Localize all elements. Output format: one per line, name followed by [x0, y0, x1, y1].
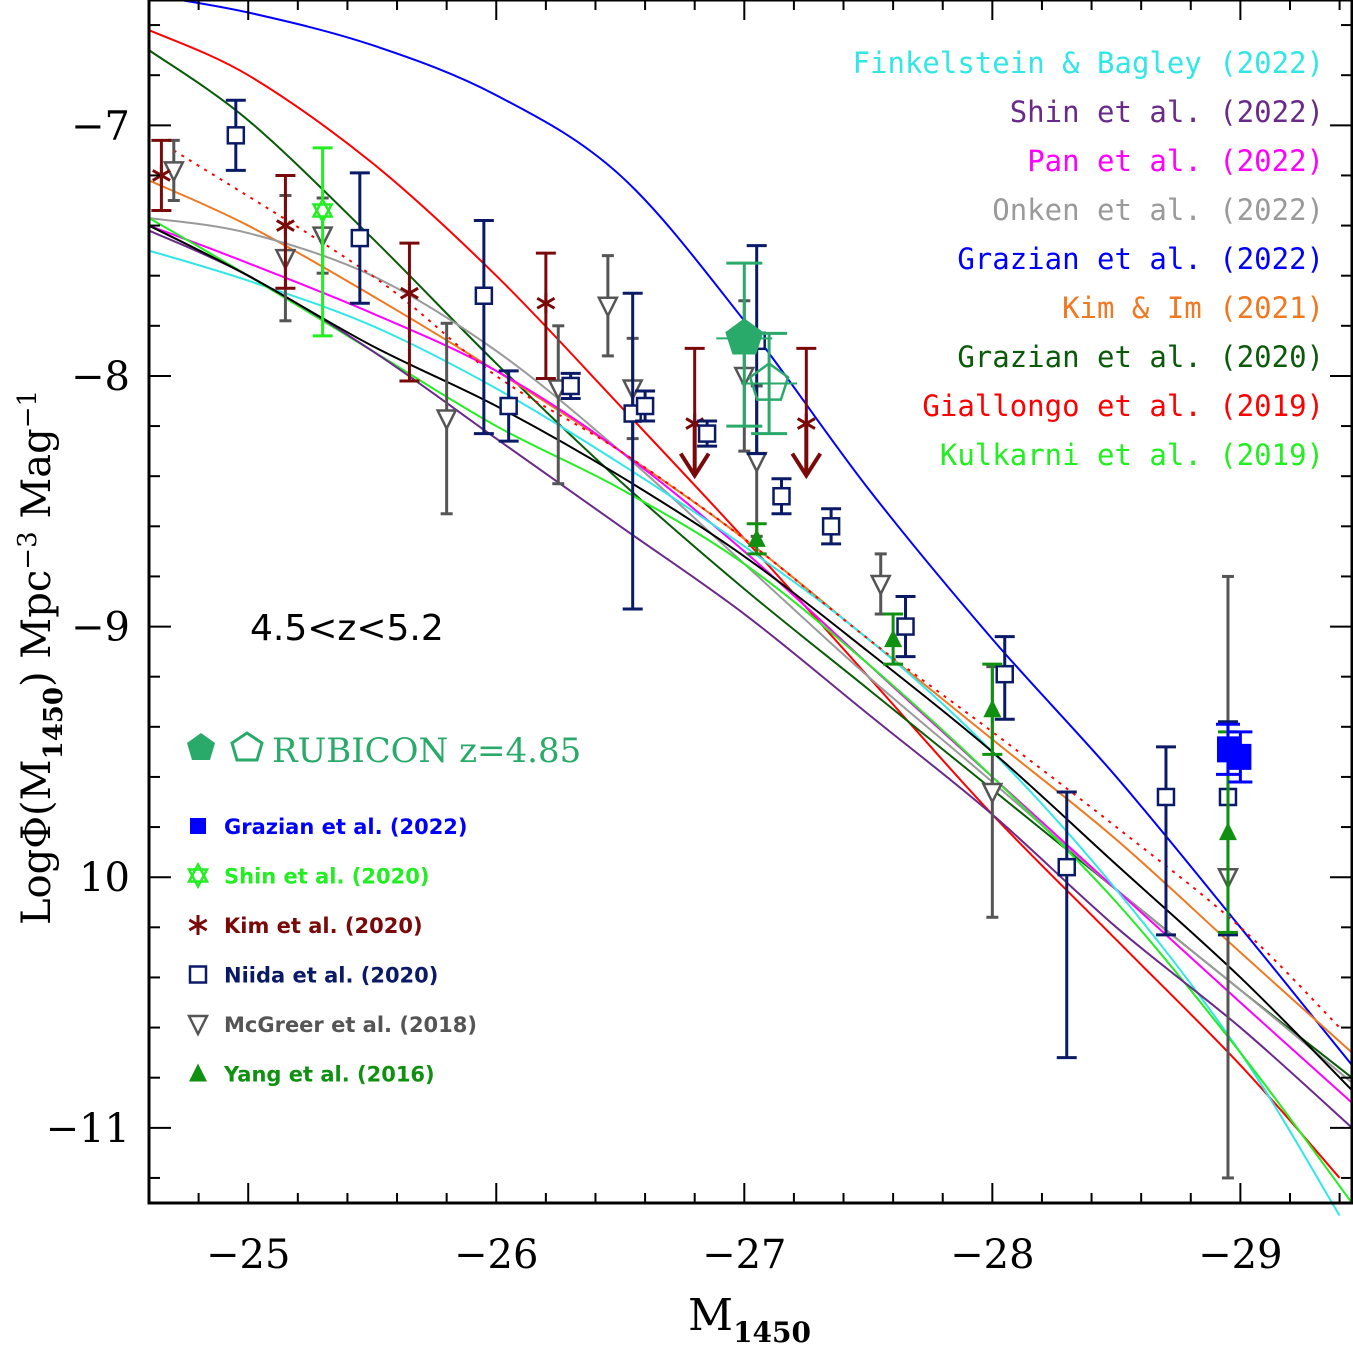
mcgreer-point — [869, 574, 892, 597]
mcgreer-point — [435, 409, 458, 432]
x-tick-label: −29 — [1198, 1232, 1282, 1278]
yang-point — [884, 629, 903, 648]
kim-point — [151, 169, 171, 182]
legend: Finkelstein & Bagley (2022) Shin et al. (… — [186, 46, 1324, 1087]
niida-point — [821, 517, 841, 536]
kim-point — [536, 296, 556, 310]
filled-triangle-icon — [189, 1063, 207, 1082]
legend-model-pan-et-al-2022: Pan et al. (2022) — [1027, 144, 1324, 178]
yang-point — [747, 528, 766, 547]
rubicon-point — [748, 361, 790, 401]
legend-data-grazian-et-al-2022: Grazian et al. (2022) — [224, 815, 468, 839]
mcgreer-point — [745, 451, 768, 474]
asterisk-icon — [188, 918, 208, 932]
legend-model-grazian-et-al-2020: Grazian et al. (2020) — [957, 340, 1324, 374]
legend-model-onken-et-al-2022: Onken et al. (2022) — [992, 193, 1324, 227]
legend-model-kulkarni-et-al-2019: Kulkarni et al. (2019) — [940, 438, 1324, 472]
kim-point — [276, 219, 295, 232]
kim-upper-limit-arrowhead — [790, 452, 822, 480]
rubicon-legend: RUBICON z=4.85 — [187, 731, 581, 771]
filled-square-icon — [190, 818, 206, 834]
niida-point — [499, 396, 518, 416]
niida-point — [697, 424, 717, 443]
yang-point — [1218, 822, 1237, 841]
y-tick-label: −11 — [46, 1106, 130, 1152]
curve-pan-et-al-2022 — [148, 224, 1353, 1104]
shin-point — [311, 203, 334, 225]
curve-finkelstein-bagley-2022 — [148, 249, 1341, 1217]
curve-black-fit — [148, 224, 1353, 1091]
niida-point — [561, 376, 580, 396]
curve-giallongo-et-al-2019 — [148, 29, 1341, 1179]
y-tick-label: −9 — [71, 605, 130, 651]
niida-point — [474, 286, 494, 305]
legend-model-giallongo-et-al-2019: Giallongo et al. (2019) — [922, 389, 1324, 423]
mcgreer-point — [596, 296, 619, 319]
x-tick-label: −25 — [206, 1232, 290, 1278]
data-points — [151, 98, 1253, 1180]
x-axis-label: M1450 — [688, 1290, 811, 1349]
niida-point — [1057, 857, 1077, 877]
y-axis-label: LogΦ(M1450) Mpc−3 Mag−1 — [13, 390, 69, 925]
star-icon — [186, 868, 210, 890]
x-tick-label: −26 — [454, 1232, 538, 1278]
legend-model-kim-im-2021: Kim & Im (2021) — [1062, 291, 1324, 325]
legend-data-yang-et-al-2016: Yang et al. (2016) — [223, 1063, 435, 1087]
niida-point — [896, 617, 915, 636]
y-tick-label: −7 — [71, 103, 130, 149]
x-tick-label: −28 — [950, 1232, 1034, 1278]
grazian2022-point — [1229, 743, 1252, 770]
rubicon-point — [725, 318, 764, 355]
legend-data-niida-et-al-2020: Niida et al. (2020) — [224, 964, 438, 988]
kim-upper-limit-arrowhead — [679, 452, 711, 480]
redshift-annotation: 4.5<z<5.2 — [250, 608, 444, 649]
rubicon-label: RUBICON z=4.85 — [272, 731, 581, 771]
niida-point — [772, 486, 791, 506]
open-square-icon — [188, 965, 208, 984]
curve-shin-et-al-2022 — [148, 229, 1353, 1129]
open-triangle-icon — [186, 1014, 210, 1037]
niida-point — [226, 126, 246, 145]
plot-frame — [147, 0, 1353, 1205]
niida-point — [350, 228, 370, 248]
legend-model-finkelstein-bagley-2022: Finkelstein & Bagley (2022) — [853, 46, 1324, 80]
curve-kim-im-2021 — [148, 179, 1353, 1054]
mcgreer-point — [981, 782, 1004, 805]
rubicon-open-pentagon-icon — [230, 731, 264, 762]
kim-point — [400, 286, 419, 300]
x-tick-label: −27 — [702, 1232, 786, 1278]
axis-ticks: −25 −26 −27 −28 −29 −7 −8 −9 10 −11 — [46, 0, 1352, 1278]
rubicon-filled-pentagon-icon — [187, 733, 215, 760]
legend-model-shin-et-al-2022: Shin et al. (2022) — [1010, 95, 1324, 129]
x-axis-label-main: M — [688, 1290, 733, 1341]
legend-model-grazian-et-al-2022: Grazian et al. (2022) — [957, 242, 1324, 276]
niida-point — [635, 396, 655, 416]
y-tick-label: −8 — [71, 354, 130, 400]
legend-data-shin-et-al-2020: Shin et al. (2020) — [224, 865, 429, 889]
niida-point — [995, 664, 1014, 684]
niida-point — [1156, 787, 1176, 807]
yang-point — [983, 699, 1002, 718]
x-axis-label-sub: 1450 — [733, 1316, 811, 1349]
legend-data-kim-et-al-2020: Kim et al. (2020) — [224, 914, 423, 938]
legend-data-mcgreer-et-al-2018: McGreer et al. (2018) — [224, 1013, 477, 1037]
y-tick-label: 10 — [79, 855, 130, 901]
